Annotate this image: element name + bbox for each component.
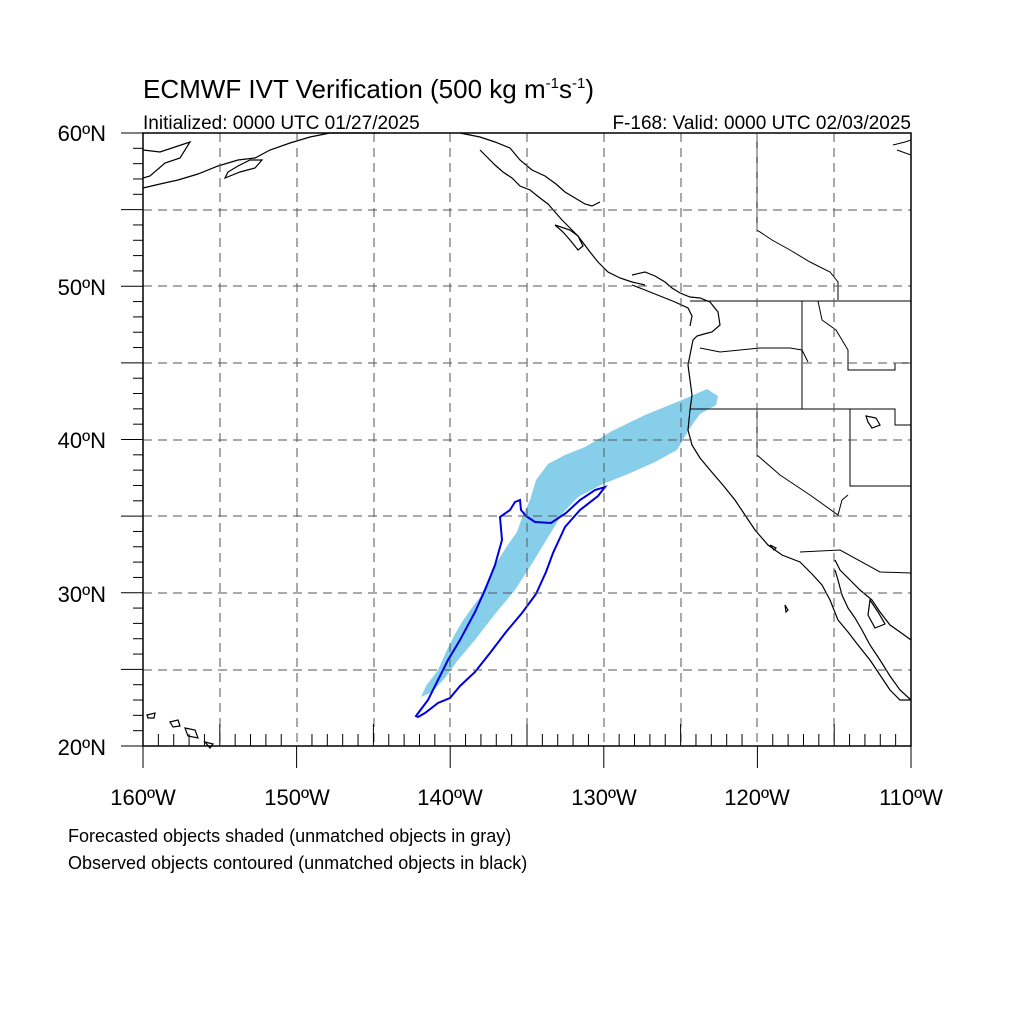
lat-label-60n: 60ºN [58,121,106,146]
lon-label-120w: 120ºW [724,785,790,810]
observed-ivt-contour [414,485,608,719]
forecast-ivt-object [421,389,718,697]
political-borders [690,133,912,574]
map-title: ECMWF IVT Verification (500 kg m-1s-1) [143,74,594,104]
lat-label-20n: 20ºN [58,735,106,760]
longitude-labels: 160ºW 150ºW 140ºW 130ºW 120ºW 110ºW [110,785,943,810]
lon-label-140w: 140ºW [417,785,483,810]
lon-label-150w: 150ºW [264,785,330,810]
valid-time-label: F-168: Valid: 0000 UTC 02/03/2025 [612,113,911,134]
lon-label-110w: 110ºW [879,785,943,810]
lat-label-50n: 50ºN [58,275,106,300]
axis-ticks [121,132,912,768]
caption-observed: Observed objects contoured (unmatched ob… [68,853,528,873]
lat-label-40n: 40ºN [58,428,106,453]
graticule [143,133,911,746]
lon-label-130w: 130ºW [571,785,637,810]
lon-label-160w: 160ºW [110,785,176,810]
init-time-label: Initialized: 0000 UTC 01/27/2025 [143,113,420,134]
lat-label-30n: 30ºN [58,582,106,607]
caption-forecast: Forecasted objects shaded (unmatched obj… [68,826,512,846]
latitude-labels: 60ºN 50ºN 40ºN 30ºN 20ºN [58,121,106,760]
